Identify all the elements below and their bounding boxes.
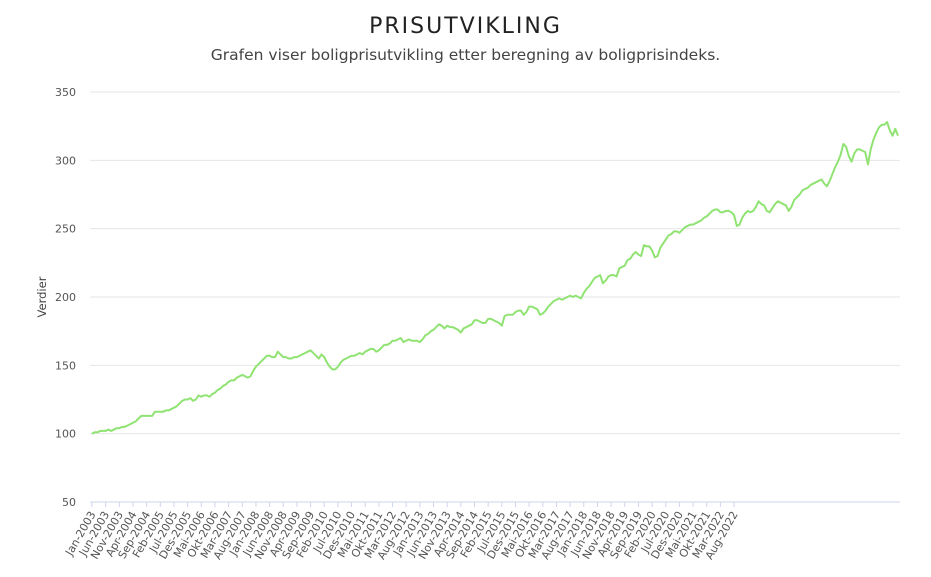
y-tick-label: 150 <box>55 359 76 372</box>
y-tick-label: 100 <box>55 428 76 441</box>
chart-title: PRISUTVIKLING <box>369 14 562 39</box>
y-tick-label: 50 <box>62 496 76 509</box>
y-axis-label: Verdier <box>35 276 49 317</box>
chart-subtitle: Grafen viser boligprisutvikling etter be… <box>210 46 721 64</box>
y-tick-label: 250 <box>55 223 76 236</box>
series-line <box>91 121 899 435</box>
y-tick-label: 300 <box>55 154 76 167</box>
y-tick-label: 200 <box>55 291 76 304</box>
y-tick-label: 350 <box>55 86 76 99</box>
